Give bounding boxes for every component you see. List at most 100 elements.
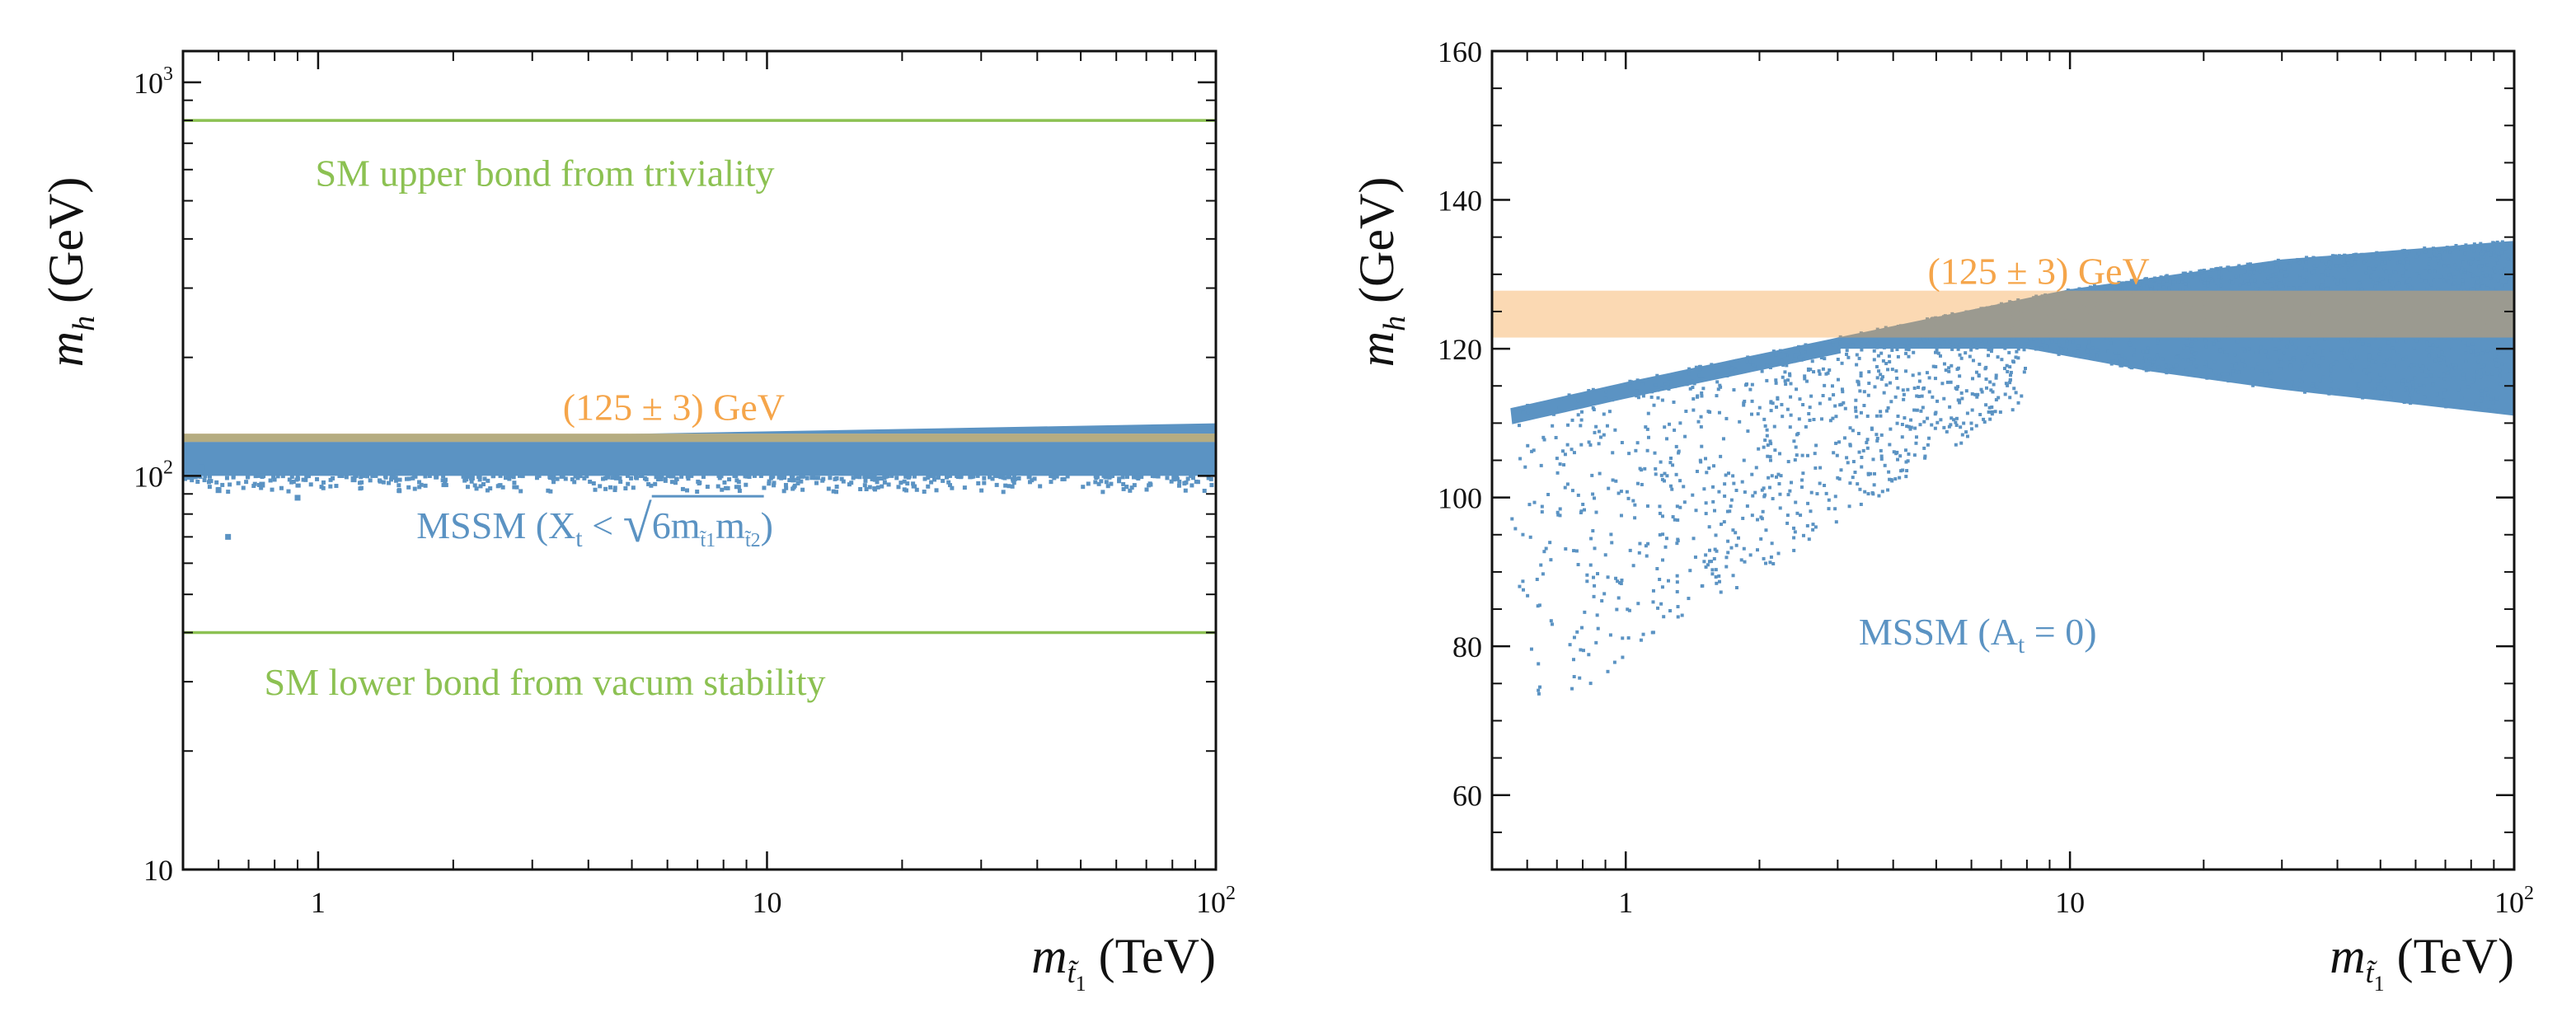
right-scatter-point: [1860, 465, 1864, 469]
left-scatter-point: [419, 482, 424, 487]
right-scatter-point: [2149, 287, 2153, 291]
right-scatter-point: [1983, 340, 1987, 344]
right-scatter-point: [2438, 309, 2442, 313]
right-scatter-point: [2348, 254, 2353, 258]
right-scatter-point: [2024, 335, 2028, 339]
right-scatter-point: [2373, 335, 2377, 340]
right-scatter-point: [2329, 379, 2333, 383]
right-scatter-point: [1879, 410, 1883, 414]
right-scatter-point: [2194, 351, 2198, 355]
left-scatter-point: [270, 487, 274, 492]
left-scatter-point: [404, 476, 409, 481]
right-scatter-point: [1769, 555, 1773, 559]
right-scatter-point: [2053, 307, 2058, 312]
right-scatter-point: [2018, 328, 2022, 332]
left-scatter-point: [826, 486, 831, 491]
right-scatter-point: [1718, 383, 1722, 387]
right-scatter-point: [1934, 316, 1938, 320]
left-scatter-point: [477, 474, 482, 479]
left-scatter-point: [548, 489, 553, 494]
right-scatter-point: [2379, 396, 2383, 400]
right-scatter-point: [1989, 349, 1993, 354]
right-scatter-point: [2283, 267, 2287, 271]
right-scatter-point: [2032, 296, 2036, 300]
right-scatter-point: [1661, 558, 1665, 562]
right-scatter-point: [1776, 472, 1781, 476]
right-scatter-point: [2245, 297, 2249, 301]
right-scatter-point: [1708, 410, 1712, 415]
right-scatter-point: [2381, 282, 2385, 286]
right-scatter-point: [1994, 373, 1998, 377]
right-scatter-point: [2438, 253, 2442, 257]
right-scatter-point: [1668, 461, 1673, 465]
right-scatter-point: [1992, 382, 1996, 387]
right-scatter-point: [1521, 579, 1525, 584]
right-scatter-point: [1612, 660, 1616, 664]
right-scatter-point: [2461, 273, 2465, 277]
right-scatter-point: [2298, 276, 2302, 280]
right-scatter-point: [1865, 440, 1869, 444]
right-scatter-point: [2365, 310, 2369, 314]
right-scatter-point: [1724, 556, 1729, 560]
right-scatter-point: [1743, 560, 1747, 564]
right-scatter-point: [2402, 248, 2406, 252]
right-scatter-point: [2236, 331, 2241, 335]
right-scatter-point: [1886, 334, 1890, 338]
left-scatter-point: [1038, 484, 1043, 489]
right-scatter-point: [1927, 376, 1931, 380]
right-scatter-point: [1527, 503, 1532, 507]
right-scatter-point: [1667, 377, 1671, 381]
right-x-axis-label: mt̃1 (TeV): [2330, 929, 2514, 996]
right-scatter-point: [2120, 363, 2124, 368]
right-scatter-point: [2342, 351, 2346, 355]
right-scatter-point: [2475, 307, 2480, 312]
left-scatter-point: [847, 482, 852, 487]
right-scatter-point: [1842, 401, 1846, 405]
right-scatter-point: [1631, 499, 1635, 503]
right-scatter-point: [1593, 430, 1597, 434]
right-scatter-point: [1649, 395, 1654, 399]
left-scatter-point: [337, 473, 342, 478]
right-scatter-point: [2219, 266, 2223, 270]
right-scatter-point: [1936, 399, 1940, 403]
right-scatter-point: [1964, 310, 1968, 314]
right-scatter-point: [2301, 318, 2305, 322]
right-scatter-point: [1793, 346, 1797, 350]
right-scatter-point: [2222, 335, 2226, 340]
right-scatter-point: [1933, 321, 1937, 326]
left-scatter-point: [575, 476, 580, 481]
right-scatter-point: [2473, 303, 2477, 307]
right-scatter-point: [2016, 347, 2020, 351]
right-scatter-point: [2069, 288, 2073, 293]
left-scatter-point: [896, 485, 901, 490]
right-scatter-point: [2463, 341, 2467, 345]
right-scatter-point: [2454, 363, 2458, 368]
right-scatter-point: [1620, 440, 1624, 444]
right-scatter-point: [2329, 363, 2333, 368]
right-scatter-point: [1541, 572, 1545, 576]
right-scatter-point: [2022, 335, 2026, 339]
right-scatter-point: [2320, 259, 2324, 263]
right-scatter-point: [1748, 553, 1753, 557]
right-scatter-point: [2175, 328, 2179, 332]
right-scatter-point: [2165, 301, 2170, 305]
right-scatter-point: [2321, 349, 2325, 354]
left-scatter-point: [894, 476, 899, 481]
right-scatter-point: [2378, 347, 2382, 351]
left-x-axis-label: mt̃1 (TeV): [1031, 929, 1216, 996]
right-scatter-point: [2154, 307, 2158, 311]
right-scatter-point: [2336, 302, 2340, 307]
right-scatter-point: [1572, 635, 1576, 640]
right-scatter-point: [1692, 408, 1696, 412]
right-scatter-point: [2274, 382, 2278, 387]
left-scatter-point: [1100, 490, 1105, 495]
right-scatter-point: [2082, 302, 2086, 307]
right-scatter-point: [1942, 340, 1946, 345]
right-scatter-point: [2354, 257, 2358, 261]
right-scatter-point: [1915, 408, 1919, 412]
right-scatter-point: [1774, 378, 1778, 382]
right-scatter-point: [2466, 287, 2470, 291]
right-scatter-point: [2237, 370, 2241, 374]
right-scatter-point: [2120, 307, 2124, 312]
right-scatter-point: [2123, 306, 2128, 310]
